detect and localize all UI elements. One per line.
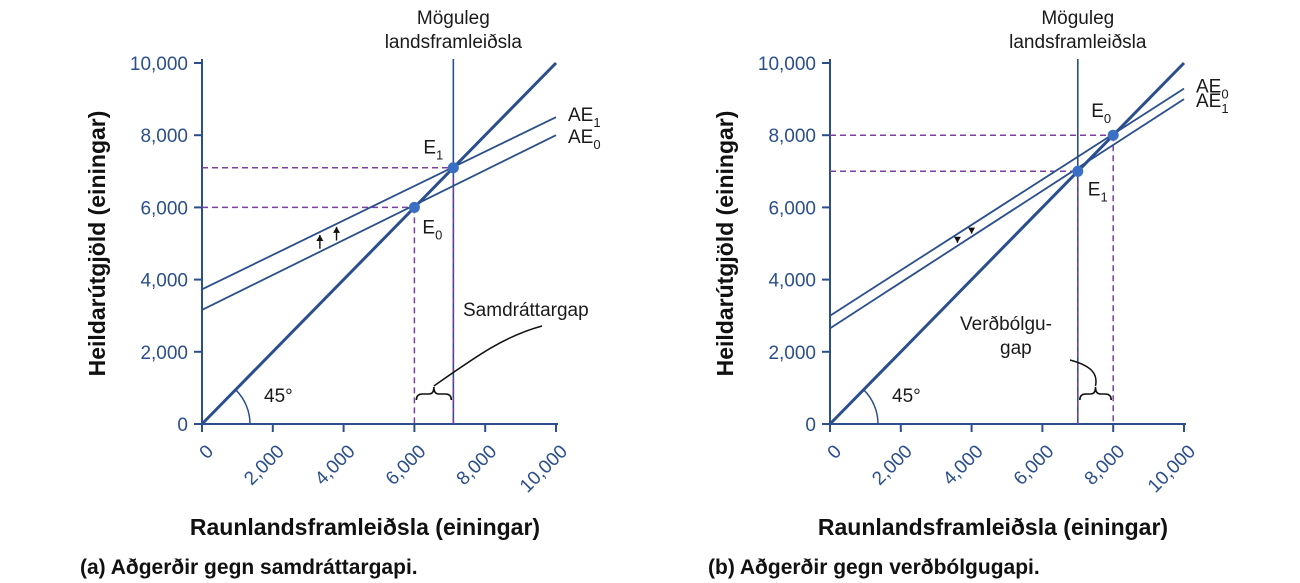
gap-label: Samdráttargap bbox=[463, 300, 589, 321]
x-tick-label: 0 bbox=[824, 441, 846, 463]
series-line-AE1 bbox=[201, 116, 557, 291]
shift-arrow-head bbox=[333, 226, 341, 233]
series-line-AE0 bbox=[829, 87, 1185, 317]
angle-label: 45° bbox=[892, 386, 921, 407]
gap-brace bbox=[415, 386, 453, 401]
gap-label: Verðbólgu- bbox=[960, 314, 1052, 335]
x-tick-label: 8,000 bbox=[1081, 441, 1129, 489]
gap-leader-line bbox=[1069, 359, 1097, 387]
equilibrium-point-E1 bbox=[447, 162, 459, 174]
x-tick-label: 0 bbox=[196, 441, 218, 463]
shift-arrow-head bbox=[953, 236, 961, 243]
equilibrium-label-E0: E0 bbox=[1091, 101, 1111, 126]
x-tick-label: 2,000 bbox=[240, 441, 288, 489]
shift-arrow-head bbox=[968, 227, 976, 234]
equilibrium-label-E1: E1 bbox=[423, 138, 443, 163]
x-tick-label: 2,000 bbox=[868, 441, 916, 489]
y-tick-label: 10,000 bbox=[758, 54, 816, 75]
x-tick-label: 4,000 bbox=[311, 441, 359, 489]
x-tick-label: 10,000 bbox=[1144, 441, 1200, 497]
chart-caption: (b) Aðgerðir gegn verðbólgugapi. bbox=[708, 556, 1040, 579]
series-label-AE1: AE1 bbox=[1196, 91, 1229, 116]
x-tick-label: 6,000 bbox=[1010, 441, 1058, 489]
gap-leader-line bbox=[433, 325, 543, 387]
y-tick-label: 8,000 bbox=[140, 126, 188, 147]
chart-caption: (a) Aðgerðir gegn samdráttargapi. bbox=[80, 556, 418, 579]
y-tick-label: 6,000 bbox=[140, 198, 188, 219]
y-tick-label: 8,000 bbox=[768, 126, 816, 147]
chart-b: 0 2,000 4,000 6,000 8,000 10,000 0 2,000 4,000 6,… bbox=[708, 8, 1200, 579]
equilibrium-point-E0 bbox=[1107, 129, 1119, 141]
equilibrium-label-E1: E1 bbox=[1088, 179, 1108, 204]
series-line-AE1 bbox=[829, 98, 1185, 330]
y-tick-label: 2,000 bbox=[768, 343, 816, 364]
x-tick-label: 8,000 bbox=[453, 441, 501, 489]
y-tick-label: 0 bbox=[177, 415, 188, 436]
line-45-degree bbox=[200, 61, 558, 426]
y-axis-title: Heildarútgjöld (einingar) bbox=[712, 111, 738, 377]
gap-label: gap bbox=[1000, 338, 1032, 359]
equilibrium-point-E0 bbox=[408, 201, 420, 213]
line-45-degree bbox=[828, 61, 1186, 426]
angle-label: 45° bbox=[264, 386, 293, 407]
x-tick-label: 6,000 bbox=[382, 441, 430, 489]
series-label-AE1: AE1 bbox=[568, 105, 601, 130]
potential-gdp-label: Möguleg bbox=[417, 8, 490, 29]
y-tick-label: 2,000 bbox=[140, 343, 188, 364]
x-tick-label: 10,000 bbox=[516, 441, 572, 497]
angle-arc bbox=[235, 389, 251, 425]
series-label-AE0: AE0 bbox=[1196, 77, 1229, 102]
potential-gdp-label: landsframleiðsla bbox=[1009, 32, 1147, 53]
x-tick-label: 4,000 bbox=[939, 441, 987, 489]
x-axis-title: Raunlandsframleiðsla (einingar) bbox=[818, 514, 1168, 540]
shift-arrow-head bbox=[316, 235, 324, 242]
y-tick-label: 4,000 bbox=[140, 271, 188, 292]
equilibrium-label-E0: E0 bbox=[422, 217, 442, 242]
series-label-AE0: AE0 bbox=[568, 127, 601, 152]
y-tick-label: 6,000 bbox=[768, 198, 816, 219]
series-line-AE0 bbox=[201, 134, 557, 311]
y-tick-label: 10,000 bbox=[130, 54, 188, 75]
y-axis-title: Heildarútgjöld (einingar) bbox=[84, 111, 110, 377]
equilibrium-point-E1 bbox=[1072, 165, 1084, 177]
potential-gdp-label: landsframleiðsla bbox=[385, 32, 523, 53]
y-tick-label: 4,000 bbox=[768, 271, 816, 292]
y-tick-label: 0 bbox=[805, 415, 816, 436]
chart-a: 0 2,000 4,000 6,000 8,000 10,000 0 2,000 4,000 6,… bbox=[80, 8, 589, 579]
potential-gdp-label: Möguleg bbox=[1041, 8, 1114, 29]
angle-arc bbox=[863, 389, 879, 425]
gap-brace bbox=[1079, 386, 1112, 401]
x-axis-title: Raunlandsframleiðsla (einingar) bbox=[190, 514, 540, 540]
